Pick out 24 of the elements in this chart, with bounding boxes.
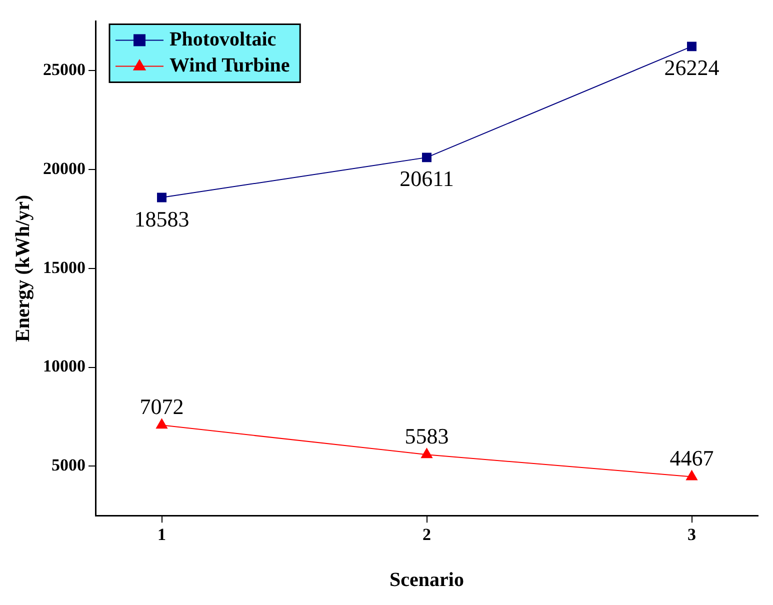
x-tick-label: 1 [158,525,166,544]
x-tick-label: 2 [422,525,431,544]
data-label: 5583 [404,423,449,448]
data-label: 18583 [134,206,190,232]
legend-label: Photovoltaic [170,28,276,50]
y-tick-label: 20000 [43,158,86,178]
y-axis-title: Energy (kWh/yr) [12,194,34,342]
point [157,192,166,202]
y-tick-label: 10000 [43,356,86,376]
data-label: 20611 [400,166,454,192]
point [422,152,432,162]
x-axis-title: Scenario [390,569,464,592]
y-tick-label: 25000 [43,60,86,80]
legend-label: Wind Turbine [170,54,290,76]
point [421,448,432,458]
point [686,470,698,480]
x-tick-label: 3 [688,525,696,544]
y-tick-label: 15000 [43,258,86,277]
point [156,418,168,429]
data-label: 7072 [140,394,184,419]
y-tick-label: 5000 [52,456,86,475]
data-label: 26224 [664,55,720,80]
data-label: 4467 [670,445,714,470]
point [687,42,696,52]
